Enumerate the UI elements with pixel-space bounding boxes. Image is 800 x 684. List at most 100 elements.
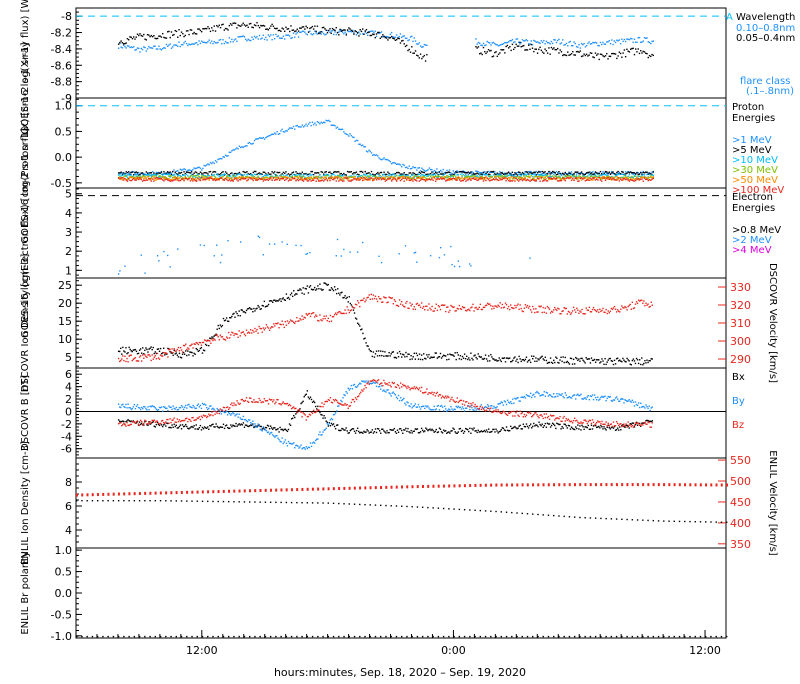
data-point xyxy=(483,177,484,178)
data-point xyxy=(378,177,379,178)
data-point xyxy=(287,174,288,175)
data-point xyxy=(214,339,215,340)
data-point xyxy=(380,32,381,33)
data-point xyxy=(234,178,235,179)
data-point xyxy=(460,428,461,429)
data-point xyxy=(322,179,323,180)
data-point xyxy=(255,179,256,180)
legend-title: Energies xyxy=(732,113,775,124)
data-point xyxy=(638,175,639,176)
data-point xyxy=(632,42,633,43)
data-point xyxy=(443,175,444,176)
data-point xyxy=(398,177,399,178)
data-point xyxy=(431,174,432,175)
data-point xyxy=(119,176,120,177)
data-point xyxy=(347,171,348,172)
data-point xyxy=(427,176,428,177)
data-point xyxy=(542,42,543,43)
data-point xyxy=(191,29,192,30)
data-point xyxy=(523,311,524,312)
data-point xyxy=(219,339,220,340)
data-point xyxy=(410,176,411,177)
data-point xyxy=(373,32,374,33)
data-point xyxy=(133,174,134,175)
data-point xyxy=(456,174,457,175)
data-point xyxy=(474,176,475,177)
data-point xyxy=(495,51,496,52)
data-point xyxy=(314,177,315,178)
data-point xyxy=(148,174,149,175)
data-point xyxy=(176,350,177,351)
data-point xyxy=(157,255,158,256)
data-point xyxy=(124,43,125,44)
data-point xyxy=(404,181,405,182)
data-point xyxy=(468,179,469,180)
data-point xyxy=(532,48,533,49)
data-point xyxy=(455,178,456,179)
data-point xyxy=(509,40,510,41)
data-point xyxy=(400,353,401,354)
data-point xyxy=(269,135,270,136)
data-point xyxy=(134,178,135,179)
data-point xyxy=(226,179,227,180)
data-point xyxy=(334,314,335,315)
data-point xyxy=(188,34,189,35)
data-point xyxy=(122,42,123,43)
data-point xyxy=(593,175,594,176)
data-point xyxy=(289,178,290,179)
data-point xyxy=(265,173,266,174)
data-point xyxy=(402,164,403,165)
data-point xyxy=(612,178,613,179)
data-point xyxy=(138,35,139,36)
data-point xyxy=(323,27,324,28)
data-point xyxy=(363,34,364,35)
data-point xyxy=(469,178,470,179)
data-point xyxy=(590,171,591,172)
data-point xyxy=(476,173,477,174)
data-point xyxy=(328,120,329,121)
data-point xyxy=(412,172,413,173)
data-point xyxy=(624,178,625,179)
data-point xyxy=(441,178,442,179)
data-point xyxy=(167,174,168,175)
data-point xyxy=(404,429,405,430)
data-point xyxy=(410,177,411,178)
data-point xyxy=(641,175,642,176)
data-point xyxy=(153,35,154,36)
data-point xyxy=(128,178,129,179)
data-point xyxy=(476,432,477,433)
data-point xyxy=(171,180,172,181)
data-point xyxy=(219,328,220,329)
data-point xyxy=(275,28,276,29)
data-point xyxy=(231,39,232,40)
data-point xyxy=(538,42,539,43)
data-point xyxy=(634,307,635,308)
y-tick-label: -8 xyxy=(61,10,72,23)
data-point xyxy=(611,178,612,179)
data-point xyxy=(349,177,350,178)
data-point xyxy=(307,34,308,35)
data-point xyxy=(249,307,250,308)
data-point xyxy=(617,179,618,180)
data-point xyxy=(470,180,471,181)
data-point xyxy=(597,309,598,310)
data-point xyxy=(630,49,631,50)
data-point xyxy=(469,428,470,429)
data-point xyxy=(348,171,349,172)
data-point xyxy=(398,356,399,357)
data-point xyxy=(318,177,319,178)
data-point xyxy=(648,177,649,178)
data-point xyxy=(482,174,483,175)
data-point xyxy=(143,173,144,174)
data-point xyxy=(448,176,449,177)
data-point xyxy=(629,180,630,181)
data-point xyxy=(468,176,469,177)
data-point xyxy=(466,177,467,178)
data-point xyxy=(309,174,310,175)
data-point xyxy=(219,39,220,40)
data-point xyxy=(448,172,449,173)
data-point xyxy=(574,309,575,310)
data-point xyxy=(650,43,651,44)
